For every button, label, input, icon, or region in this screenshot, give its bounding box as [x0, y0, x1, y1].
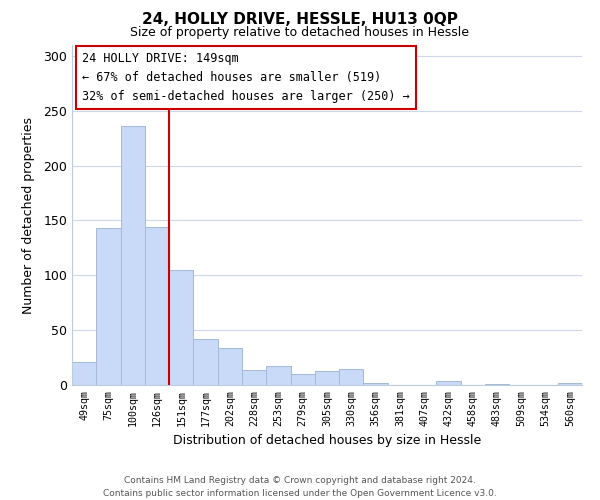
Bar	[145, 227, 169, 385]
Bar	[193, 339, 218, 385]
Text: Size of property relative to detached houses in Hessle: Size of property relative to detached ho…	[131, 26, 470, 39]
Bar	[266, 366, 290, 385]
Bar	[96, 228, 121, 385]
X-axis label: Distribution of detached houses by size in Hessle: Distribution of detached houses by size …	[173, 434, 481, 447]
Bar	[218, 348, 242, 385]
Text: 24 HOLLY DRIVE: 149sqm
← 67% of detached houses are smaller (519)
32% of semi-de: 24 HOLLY DRIVE: 149sqm ← 67% of detached…	[82, 52, 410, 103]
Bar	[339, 368, 364, 385]
Text: Contains HM Land Registry data © Crown copyright and database right 2024.
Contai: Contains HM Land Registry data © Crown c…	[103, 476, 497, 498]
Bar	[290, 374, 315, 385]
Bar	[364, 383, 388, 385]
Bar	[121, 126, 145, 385]
Text: 24, HOLLY DRIVE, HESSLE, HU13 0QP: 24, HOLLY DRIVE, HESSLE, HU13 0QP	[142, 12, 458, 28]
Bar	[315, 370, 339, 385]
Bar	[436, 380, 461, 385]
Bar	[72, 362, 96, 385]
Bar	[169, 270, 193, 385]
Bar	[485, 384, 509, 385]
Y-axis label: Number of detached properties: Number of detached properties	[22, 116, 35, 314]
Bar	[558, 383, 582, 385]
Bar	[242, 370, 266, 385]
